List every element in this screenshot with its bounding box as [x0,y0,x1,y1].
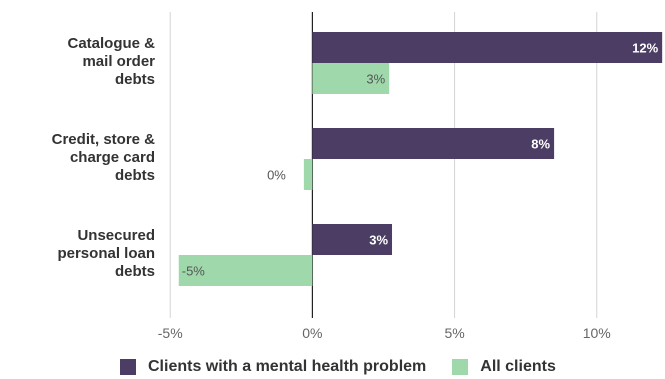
x-tick-label: 0% [302,325,322,341]
data-label: 3% [366,72,385,87]
category-label: charge card [70,149,155,166]
category-label: Credit, store & [52,131,156,148]
legend-item-all-clients: All clients [452,358,556,376]
category-label: personal loan [57,245,155,262]
data-label: 0% [267,168,286,183]
data-label: 8% [531,137,550,152]
category-label: debts [115,71,155,88]
legend-label-mental-health: Clients with a mental health problem [148,358,427,375]
legend-item-mental-health: Clients with a mental health problem [120,358,426,376]
category-label: Unsecured [77,227,155,244]
category-label: debts [115,263,155,280]
data-label: -5% [182,264,206,279]
legend-label-all-clients: All clients [480,358,556,375]
legend-swatch-mental-health [120,359,136,375]
bar-all-clients [312,63,390,94]
category-label: Catalogue & [67,35,155,52]
category-label: debts [115,167,155,184]
bar-mental-health [312,224,393,255]
x-tick-label: -5% [158,325,183,341]
legend: Clients with a mental health problem All… [120,356,582,378]
bar-all-clients [178,255,313,286]
x-tick-label: 5% [444,325,464,341]
category-label: mail order [82,53,155,70]
data-label: 12% [632,41,658,56]
bar-mental-health [312,32,663,63]
bar-all-clients [303,159,313,190]
x-tick-label: 10% [583,325,611,341]
legend-swatch-all-clients [452,359,469,375]
bar-mental-health [312,128,555,159]
data-label: 3% [369,233,388,248]
